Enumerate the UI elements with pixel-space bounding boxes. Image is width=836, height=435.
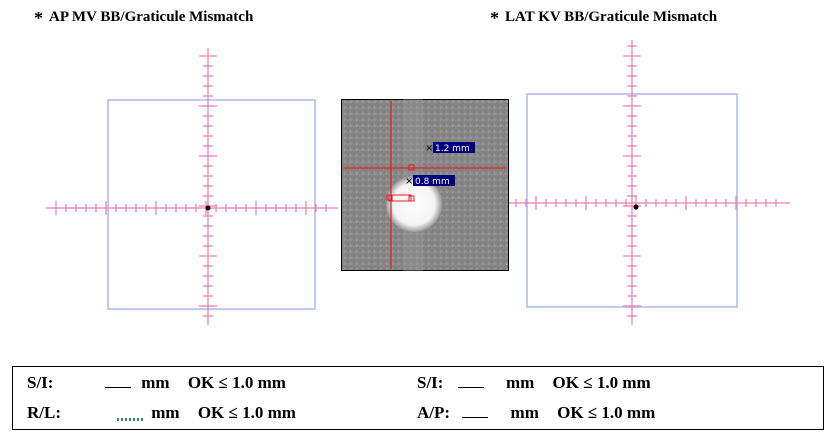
unit: mm (510, 403, 539, 422)
ap-graticule-panel (46, 40, 790, 325)
row2-left: R/L: (27, 403, 61, 423)
bb-zoom-image: × 1.2 mm × 0.8 mm (341, 99, 509, 271)
row1-left: S/I: (27, 373, 53, 393)
ap-center-dot (205, 205, 211, 211)
lat-center-dot (633, 204, 639, 210)
lat-title: * LAT KV BB/Graticule Mismatch (490, 8, 717, 29)
si-ap-input[interactable] (105, 377, 131, 388)
svg-text:0.8 mm: 0.8 mm (415, 177, 450, 187)
unit: mm (141, 373, 170, 392)
results-table: S/I: mm OK ≤ 1.0 mm S/I: mm OK ≤ 1.0 mm … (12, 366, 824, 430)
row2-right: A/P: mm OK ≤ 1.0 mm (417, 403, 655, 423)
ap-field-box (107, 99, 316, 310)
tolerance: OK ≤ 1.0 mm (552, 373, 651, 392)
ap-label: A/P: (417, 403, 451, 422)
row2-left-value: mm OK ≤ 1.0 mm (117, 403, 296, 423)
measure-label-bottom: × 0.8 mm (405, 175, 455, 187)
bb-marker (386, 176, 442, 232)
tolerance: OK ≤ 1.0 mm (197, 403, 296, 422)
rl-label: R/L: (27, 403, 61, 422)
offset-box (388, 194, 412, 202)
row1-right: S/I: mm OK ≤ 1.0 mm (417, 373, 651, 393)
asterisk: * (34, 8, 43, 28)
tolerance: OK ≤ 1.0 mm (187, 373, 286, 392)
si-label: S/I: (27, 373, 54, 392)
unit: mm (505, 373, 535, 392)
lat-title-text: LAT KV BB/Graticule Mismatch (505, 9, 718, 25)
lat-graticule (508, 40, 790, 325)
svg-text:1.2 mm: 1.2 mm (435, 144, 470, 154)
ap-title-text: AP MV BB/Graticule Mismatch (49, 9, 254, 25)
measure-handle[interactable] (386, 194, 393, 201)
ap-title: * AP MV BB/Graticule Mismatch (34, 8, 253, 29)
ap-input[interactable] (462, 407, 489, 418)
si-lat-input[interactable] (457, 377, 484, 388)
svg-text:×: × (405, 176, 413, 187)
row1-left-value: mm OK ≤ 1.0 mm (105, 373, 286, 393)
tolerance: OK ≤ 1.0 mm (557, 403, 656, 422)
asterisk: * (490, 8, 499, 28)
measure-label-top: × 1.2 mm (425, 142, 475, 154)
measure-handle[interactable] (408, 164, 415, 171)
si-lat-label: S/I: (417, 373, 444, 392)
measure-handle[interactable] (408, 195, 415, 202)
unit: mm (151, 403, 180, 422)
svg-text:×: × (425, 143, 433, 154)
rl-input[interactable] (117, 408, 143, 421)
ap-graticule (46, 48, 338, 325)
